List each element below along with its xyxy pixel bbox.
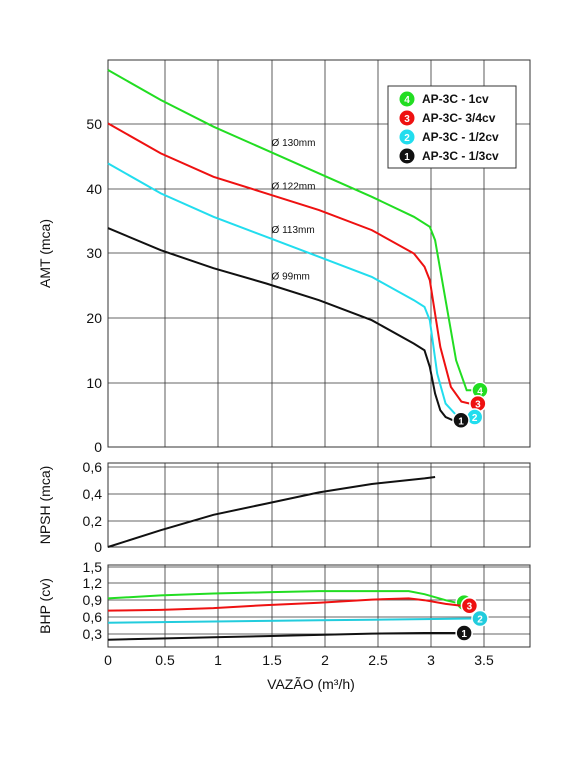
bhp-xtick-label: 3.5 [474, 652, 494, 668]
npsh-frame [107, 462, 531, 548]
bhp-ytick-label: 0,9 [83, 592, 103, 608]
bhp-xtick-label: 3 [427, 652, 435, 668]
amt-series-line-3 [107, 122, 471, 405]
amt-series-badge-label: 2 [472, 413, 478, 424]
npsh-ytick-label: 0 [94, 539, 102, 555]
bhp-ytick-label: 1,5 [83, 559, 103, 575]
amt-panel: 0 10 20 30 40 50 AMT (mca) 4 Ø 130mm 3 Ø 122mm 2 Ø 1… [37, 59, 531, 455]
legend-item-label: AP-3C - 1/3cv [422, 149, 499, 163]
legend-badge-2 [399, 129, 415, 145]
amt-series-badge-1 [452, 411, 470, 430]
amt-ytick-label: 30 [86, 245, 102, 261]
amt-ytick-label: 50 [86, 116, 102, 132]
npsh-ytick-label: 0,4 [83, 486, 103, 502]
amt-diameter-label: Ø 122mm [272, 181, 316, 192]
bhp-series-badge-label: 2 [477, 614, 483, 625]
legend-badge-label: 4 [404, 95, 410, 106]
amt-ytick-label: 10 [86, 375, 102, 391]
bhp-y-axis-title: BHP (cv) [37, 578, 53, 634]
legend-badge-3 [399, 110, 415, 126]
bhp-frame [107, 564, 531, 648]
amt-diameter-label: Ø 113mm [272, 225, 315, 236]
bhp-series-line-3 [107, 597, 462, 612]
amt-y-axis-title: AMT (mca) [37, 219, 53, 288]
amt-ytick-label: 20 [86, 310, 102, 326]
bhp-xtick-label: 2.5 [368, 652, 388, 668]
amt-series-badge-label: 1 [458, 416, 464, 427]
bhp-xtick-label: 1.5 [262, 652, 282, 668]
amt-series-badge-label: 4 [477, 386, 483, 397]
npsh-ytick-label: 0,6 [83, 459, 103, 475]
bhp-xtick-label: 2 [321, 652, 329, 668]
bhp-series-badge-label: 1 [461, 629, 467, 640]
bhp-xtick-label: 0 [104, 652, 112, 668]
bhp-series-badge-3 [460, 596, 479, 615]
amt-ytick-label: 0 [94, 439, 102, 455]
amt-series-line-4 [107, 69, 472, 392]
legend-badge-label: 3 [404, 114, 410, 125]
legend: 4 AP-3C - 1cv 3 AP-3C- 3/4cv 2 AP-3C - 1/2cv 1… [387, 85, 517, 169]
bhp-xtick-label: 0.5 [155, 652, 175, 668]
amt-series-line-1 [107, 227, 454, 422]
legend-badge-1 [399, 148, 415, 164]
legend-badge-label: 2 [404, 133, 410, 144]
amt-diameter-label: Ø 130mm [272, 138, 316, 149]
bhp-ytick-label: 0,3 [83, 626, 103, 642]
amt-ytick-label: 40 [86, 181, 102, 197]
bhp-series-line-4 [107, 590, 457, 604]
npsh-series-line-0 [107, 476, 436, 548]
bhp-series-line-2 [107, 617, 473, 624]
npsh-panel: 0 0,2 0,4 0,6 NPSH (mca) [37, 459, 531, 555]
npsh-ytick-label: 0,2 [83, 513, 103, 529]
bhp-x-axis-title: VAZÃO (m³/h) [267, 676, 355, 692]
bhp-ytick-label: 0,6 [83, 609, 103, 625]
amt-diameter-label: Ø 99mm [272, 272, 310, 283]
amt-series-badge-label: 3 [475, 400, 481, 411]
bhp-series-line-1 [107, 632, 457, 641]
npsh-y-axis-title: NPSH (mca) [37, 466, 53, 545]
bhp-series-badge-2 [471, 609, 489, 628]
legend-item-label: AP-3C - 1/2cv [422, 130, 499, 144]
bhp-series-badge-1 [455, 624, 473, 642]
bhp-xtick-label: 1 [214, 652, 222, 668]
legend-badge-4 [399, 91, 415, 107]
legend-badge-label: 1 [404, 152, 410, 163]
bhp-series-badge-label: 3 [467, 602, 473, 613]
legend-item-label: AP-3C- 3/4cv [422, 111, 496, 125]
amt-frame [107, 59, 531, 448]
legend-item-label: AP-3C - 1cv [422, 92, 489, 106]
amt-series-line-2 [107, 162, 467, 418]
bhp-ytick-label: 1,2 [83, 575, 103, 591]
